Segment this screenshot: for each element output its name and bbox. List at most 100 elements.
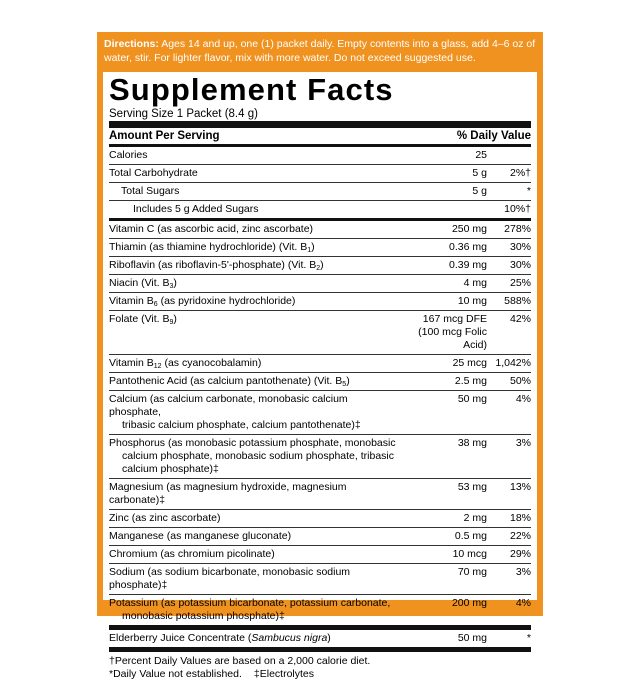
nutrient-row: Manganese (as manganese gluconate) 0.5 mg… xyxy=(109,528,531,546)
name-line: Magnesium (as magnesium hydroxide, magne… xyxy=(109,481,347,506)
page: {"directions":{"label":"Directions:","te… xyxy=(97,32,543,680)
amount: 53 mg xyxy=(457,481,487,493)
name-line: Zinc (as zinc ascorbate) xyxy=(109,512,221,524)
name-text: ) xyxy=(173,277,177,289)
amount: 0.5 mg xyxy=(454,530,487,542)
name-line: Pantothenic Acid (as calcium pantothenat… xyxy=(109,375,397,388)
name-line: Vitamin C (as ascorbic acid, zinc ascorb… xyxy=(109,223,314,235)
name-text: (as cyanocobalamin) xyxy=(161,357,262,369)
serving-size: Serving Size 1 Packet (8.4 g) xyxy=(109,108,258,120)
nutrient-name: Elderberry Juice Concentrate (Sambucus n… xyxy=(109,632,397,645)
name-line: Vitamin B12 (as cyanocobalamin) xyxy=(109,357,397,370)
rule xyxy=(109,121,531,128)
daily-value: * xyxy=(526,185,531,197)
nutrient-row: Chromium (as chromium picolinate) 10 mcg 2… xyxy=(109,546,531,564)
name-line: Manganese (as manganese gluconate) xyxy=(109,530,292,542)
nutrient-row: Potassium (as potassium bicarbonate, pot… xyxy=(109,595,531,630)
facts-inner: Supplement Facts Serving Size 1 Packet (… xyxy=(109,72,531,681)
amount-line: (100 mcg Folic Acid) xyxy=(418,326,487,351)
amount: 38 mg xyxy=(457,437,487,449)
rows: Calories 25 Total Carbohydrate 5 g 2%† Total … xyxy=(109,147,531,652)
daily-value: 588% xyxy=(504,295,531,307)
column-header: Amount Per Serving % Daily Value xyxy=(109,128,531,144)
amount: 70 mg xyxy=(457,566,487,578)
daily-value: 4% xyxy=(515,393,531,405)
name-text: ) xyxy=(346,375,350,387)
nutrient-name: Sodium (as sodium bicarbonate, monobasic… xyxy=(109,566,397,592)
amount: 200 mg xyxy=(451,597,487,609)
nutrient-name: Total Sugars xyxy=(109,185,397,198)
nutrient-row: Total Sugars 5 g * xyxy=(109,183,531,201)
daily-value: 22% xyxy=(509,530,531,542)
name-line: tribasic calcium phosphate, calcium pant… xyxy=(122,419,361,431)
name-line: monobasic potassium phosphate)‡ xyxy=(122,610,285,622)
daily-value: 25% xyxy=(509,277,531,289)
name-line: Niacin (Vit. B3) xyxy=(109,277,397,290)
footnote: *Daily Value not established. ‡Electrolyt… xyxy=(109,668,531,681)
amount: 25 xyxy=(475,149,487,161)
nutrient-row: Niacin (Vit. B3) 4 mg 25% xyxy=(109,275,531,293)
name-line: Calcium (as calcium carbonate, monobasic… xyxy=(109,393,348,418)
daily-value: * xyxy=(526,632,531,644)
amount: 0.39 mg xyxy=(449,259,487,271)
name-text: ) xyxy=(327,632,331,644)
dv-header: % Daily Value xyxy=(456,130,531,142)
daily-value: 30% xyxy=(509,259,531,271)
amount: 50 mg xyxy=(457,632,487,644)
subscript: 9 xyxy=(169,319,174,326)
name-line: calcium phosphate)‡ xyxy=(122,463,219,475)
daily-value: 3% xyxy=(515,437,531,449)
daily-value xyxy=(487,149,531,162)
daily-value: 2%† xyxy=(509,167,531,179)
nutrient-name: Total Carbohydrate xyxy=(109,167,397,180)
name-text: Niacin (Vit. B xyxy=(109,277,170,289)
name-text: (as pyridoxine hydrochloride) xyxy=(157,295,296,307)
nutrient-name: Niacin (Vit. B3) xyxy=(109,277,397,290)
nutrient-name: Folate (Vit. B9) xyxy=(109,313,397,352)
name-text: Riboflavin (as riboflavin-5'-phosphate) … xyxy=(109,259,317,271)
nutrient-name: Magnesium (as magnesium hydroxide, magne… xyxy=(109,481,397,507)
nutrient-row: Pantothenic Acid (as calcium pantothenat… xyxy=(109,373,531,391)
name-text: Vitamin B xyxy=(109,295,154,307)
nutrient-row: Zinc (as zinc ascorbate) 2 mg 18% xyxy=(109,510,531,528)
daily-value: 30% xyxy=(509,241,531,253)
name-text: Vitamin B xyxy=(109,357,154,369)
amount-header: Amount Per Serving xyxy=(109,130,220,142)
amount: 0.36 mg xyxy=(449,241,487,253)
nutrient-row: Calcium (as calcium carbonate, monobasic… xyxy=(109,391,531,435)
latin-name: Sambucus nigra xyxy=(251,632,328,644)
daily-value: 1,042% xyxy=(495,357,531,369)
facts-panel: Supplement Facts Serving Size 1 Packet (… xyxy=(103,72,537,680)
nutrient-row: Riboflavin (as riboflavin-5'-phosphate) … xyxy=(109,257,531,275)
daily-value: 42% xyxy=(509,313,531,325)
nutrient-row: Thiamin (as thiamine hydrochloride) (Vit… xyxy=(109,239,531,257)
amount: 5 g xyxy=(472,185,487,197)
nutrient-row: Magnesium (as magnesium hydroxide, magne… xyxy=(109,479,531,510)
footnotes: †Percent Daily Values are based on a 2,0… xyxy=(109,652,531,681)
daily-value: 13% xyxy=(509,481,531,493)
nutrient-row: Folate (Vit. B9) 167 mcg DFE (100 mcg Foli… xyxy=(109,311,531,355)
daily-value: 3% xyxy=(515,566,531,578)
name-text: ) xyxy=(320,259,324,271)
footnote: *Daily Value not established. xyxy=(109,668,242,680)
nutrient-name: Potassium (as potassium bicarbonate, pot… xyxy=(109,597,397,623)
subscript: 6 xyxy=(153,301,158,308)
amount xyxy=(397,203,487,216)
amount: 250 mg xyxy=(451,223,487,235)
name-line: Sodium (as sodium bicarbonate, monobasic… xyxy=(109,566,351,591)
name-line: Includes 5 g Added Sugars xyxy=(133,203,259,215)
nutrient-row: Sodium (as sodium bicarbonate, monobasic… xyxy=(109,564,531,595)
nutrient-name: Riboflavin (as riboflavin-5'-phosphate) … xyxy=(109,259,397,272)
name-line: Elderberry Juice Concentrate (Sambucus n… xyxy=(109,632,397,645)
nutrient-row: Vitamin B12 (as cyanocobalamin) 25 mcg 1,0… xyxy=(109,355,531,373)
name-line: Total Carbohydrate xyxy=(109,167,198,179)
daily-value: 278% xyxy=(504,223,531,235)
nutrient-name: Pantothenic Acid (as calcium pantothenat… xyxy=(109,375,397,388)
daily-value: 4% xyxy=(515,597,531,609)
nutrient-row: Includes 5 g Added Sugars 10%† xyxy=(109,201,531,221)
subscript: 2 xyxy=(316,265,321,272)
name-text: Folate (Vit. B xyxy=(109,313,170,325)
nutrient-row: Phosphorus (as monobasic potassium phosp… xyxy=(109,435,531,479)
name-text: ) xyxy=(311,241,315,253)
nutrient-row: Calories 25 xyxy=(109,147,531,165)
